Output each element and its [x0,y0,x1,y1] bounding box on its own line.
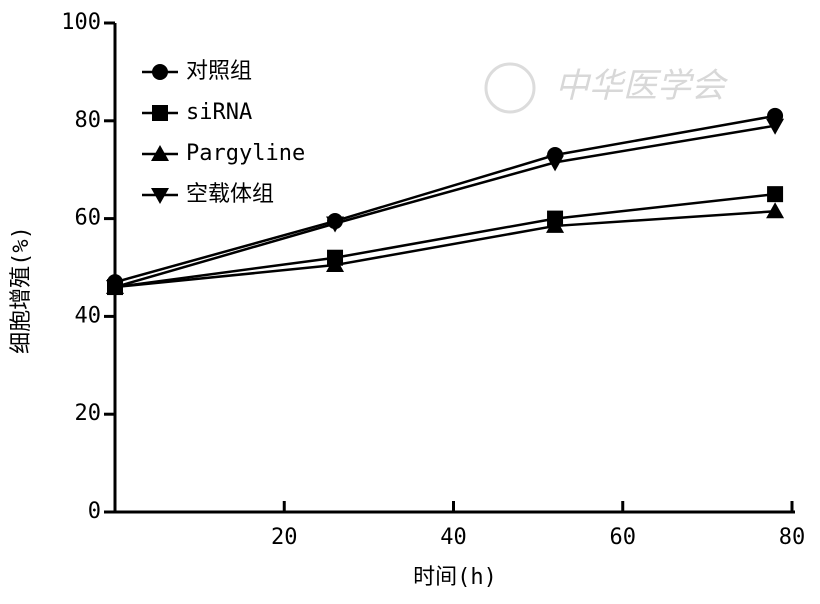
legend-label: 空载体组 [186,182,274,207]
legend-marker [151,188,169,204]
marker [326,216,345,233]
legend-marker [152,64,168,80]
series-line [114,114,776,284]
marker [767,186,784,203]
y-axis-label: 细胞增殖(%) [9,226,34,354]
x-tick-label: 80 [779,525,806,550]
y-tick-label: 80 [75,108,102,133]
y-tick-label: 20 [75,401,102,426]
series-line [114,210,776,289]
y-tick-label: 0 [88,499,101,524]
marker [766,202,785,219]
legend-label: Pargyline [186,141,305,166]
legend-marker [152,105,168,121]
marker [106,280,124,297]
watermark: 中华医学会 [555,66,729,106]
marker [326,256,345,273]
legend-marker [151,145,169,161]
x-axis-label: 时间(h) [413,565,497,590]
x-tick-label: 20 [271,525,298,550]
y-tick-label: 60 [75,206,102,231]
x-tick-label: 60 [610,525,637,550]
y-tick-label: 100 [61,10,101,35]
marker [766,118,785,135]
marker [546,155,565,172]
series-line [114,192,776,289]
y-tick-label: 40 [75,303,102,328]
x-tick-label: 40 [440,525,467,550]
watermark-logo [484,62,536,114]
legend-label: siRNA [186,100,252,125]
marker [546,216,565,233]
series-line [114,124,776,289]
legend-label: 对照组 [186,59,252,84]
